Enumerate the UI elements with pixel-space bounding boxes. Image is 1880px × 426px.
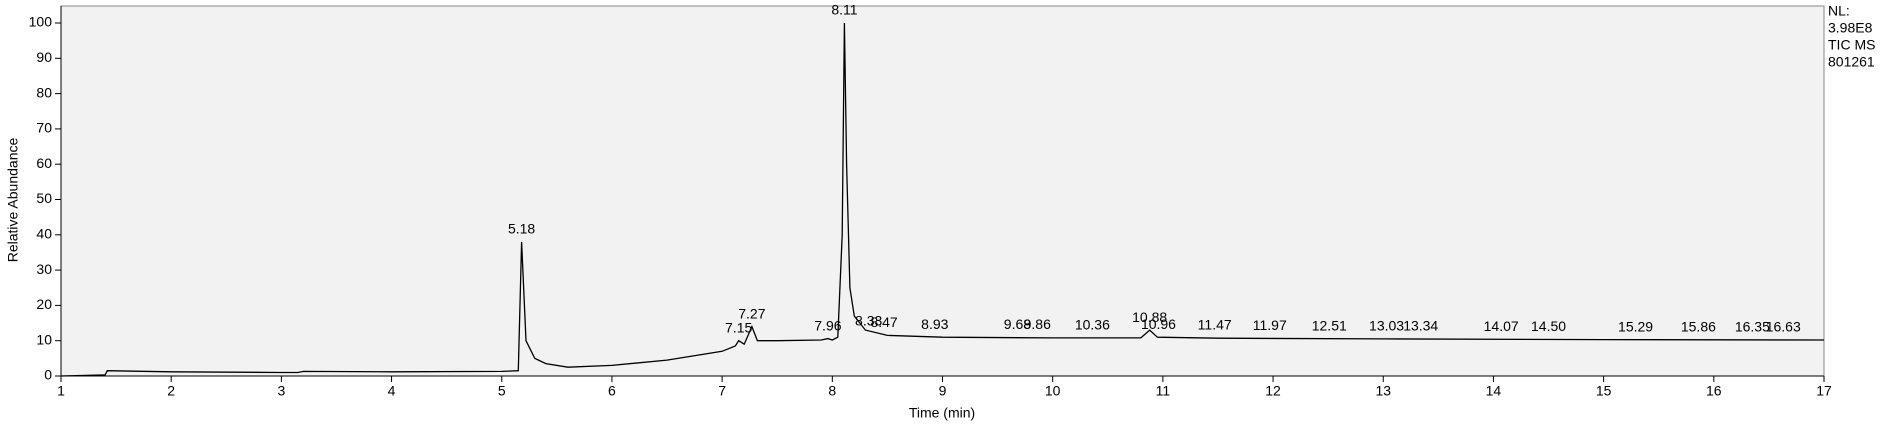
peak-label: 11.97 [1253, 317, 1287, 333]
x-tick-label: 9 [939, 383, 947, 399]
x-tick-label: 5 [498, 383, 506, 399]
y-tick-label: 70 [36, 120, 52, 136]
peak-label: 8.93 [921, 316, 948, 332]
peak-label: 10.96 [1141, 316, 1176, 332]
x-tick-label: 10 [1045, 383, 1061, 399]
x-tick-label: 13 [1375, 383, 1391, 399]
peak-label: 14.50 [1531, 318, 1566, 334]
x-tick-label: 15 [1596, 383, 1612, 399]
peak-label: 12.51 [1312, 317, 1347, 333]
x-tick-label: 16 [1706, 383, 1722, 399]
y-tick-label: 60 [36, 155, 52, 171]
peak-label: 10.88 [1132, 309, 1167, 325]
x-tick-label: 4 [388, 383, 396, 399]
peak-label: 16.35 [1735, 319, 1770, 335]
info-text: TIC MS [1828, 37, 1875, 53]
peak-label: 10.36 [1075, 317, 1110, 333]
peak-label: 13.34 [1403, 318, 1438, 334]
peak-label: 7.27 [738, 305, 765, 321]
y-tick-label: 30 [36, 261, 52, 277]
trace [60, 22, 1825, 377]
peak-label: 8.11 [831, 2, 857, 18]
peak-label: 15.29 [1618, 318, 1653, 334]
peak-label: 11.47 [1198, 317, 1232, 333]
info-text: 3.98E8 [1828, 20, 1873, 36]
y-tick-label: 80 [36, 84, 52, 100]
x-tick-label: 1 [57, 383, 65, 399]
x-tick-label: 11 [1156, 383, 1171, 399]
peak-label: 15.86 [1681, 318, 1716, 334]
plot-area [60, 5, 1825, 377]
peak-label: 9.68 [1004, 316, 1031, 332]
x-tick-label: 12 [1265, 383, 1281, 399]
y-tick-label: 20 [36, 296, 52, 312]
peak-label: 14.07 [1484, 318, 1519, 334]
y-tick-label: 50 [36, 190, 52, 206]
y-tick-label: 0 [44, 367, 52, 383]
y-tick-label: 90 [36, 49, 52, 65]
y-tick-label: 40 [36, 226, 52, 242]
x-tick-label: 7 [718, 383, 726, 399]
x-axis-label: Time (min) [909, 405, 975, 421]
info-text: 801261 [1828, 54, 1875, 70]
x-tick-label: 14 [1486, 383, 1502, 399]
peak-label: 5.18 [508, 221, 535, 237]
y-tick-label: 10 [36, 331, 52, 347]
info-text: NL: [1828, 3, 1850, 19]
peak-label: 13.03 [1369, 318, 1404, 334]
peak-label: 9.86 [1024, 316, 1051, 332]
x-tick-label: 17 [1816, 383, 1832, 399]
peak-label: 7.15 [725, 319, 752, 335]
peak-label: 8.33 [855, 312, 882, 328]
peak-label: 16.63 [1766, 319, 1801, 335]
y-axis-label: Relative Abundance [5, 138, 21, 263]
x-tick-label: 3 [277, 383, 285, 399]
peak-label: 7.96 [814, 317, 841, 333]
x-tick-label: 6 [608, 383, 616, 399]
y-tick-label: 100 [29, 14, 53, 30]
x-tick-label: 2 [167, 383, 175, 399]
peak-label: 8.47 [870, 314, 897, 330]
x-tick-label: 8 [828, 383, 836, 399]
